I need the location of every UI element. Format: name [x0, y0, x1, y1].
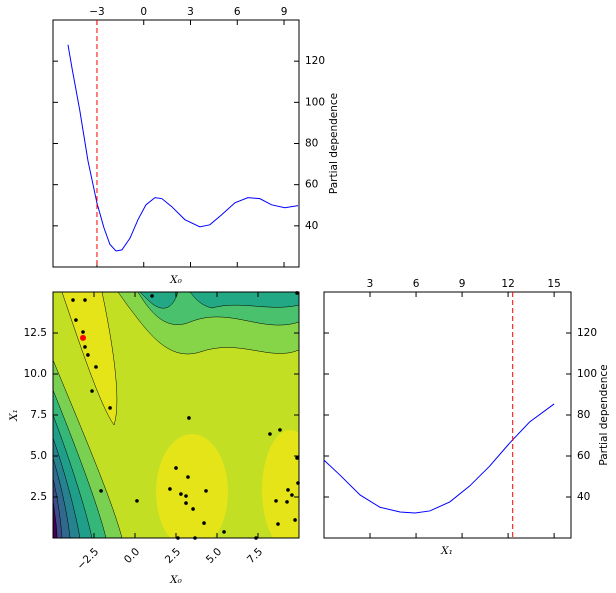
sample-point — [71, 298, 75, 302]
sample-point — [184, 494, 188, 498]
x-axis-label: X₀ — [169, 274, 182, 286]
x-tick-label: 9 — [459, 278, 466, 290]
y-tick-label: 7.5 — [30, 409, 47, 421]
pd-line — [67, 44, 299, 252]
x-tick-label: 3 — [187, 6, 194, 18]
sample-point — [81, 330, 85, 334]
sample-point — [179, 492, 183, 496]
y-tick-label: 80 — [305, 138, 318, 150]
x-tick-label: 6 — [413, 278, 420, 290]
sample-point — [293, 518, 297, 522]
sample-point — [108, 406, 112, 410]
sample-point — [168, 487, 172, 491]
y-tick-label: 60 — [577, 450, 590, 462]
x-tick-label: 9 — [281, 6, 288, 18]
sample-point — [193, 536, 197, 540]
sample-point — [191, 507, 195, 511]
x-tick-label: −2.5 — [75, 546, 102, 573]
x-tick-label: −3 — [89, 6, 104, 18]
sample-point — [286, 488, 290, 492]
y-tick-label: 120 — [305, 55, 325, 67]
sample-point — [83, 345, 87, 349]
x-tick-label: 0 — [140, 6, 147, 18]
y-axis-label: X₁ — [8, 409, 20, 422]
sample-point — [278, 428, 282, 432]
y-tick-label: 40 — [305, 220, 318, 232]
x-tick-label: 7.5 — [245, 546, 265, 566]
sample-point — [295, 456, 299, 460]
y-tick-label: 120 — [577, 327, 597, 339]
sample-point — [296, 481, 300, 485]
y-tick-label: 2.5 — [30, 491, 47, 503]
sample-point — [86, 353, 90, 357]
sample-point — [135, 499, 139, 503]
y-axis-label: Partial dependence — [598, 364, 610, 465]
sample-point — [90, 389, 94, 393]
y-tick-label: 40 — [577, 491, 590, 503]
sample-point — [74, 318, 78, 322]
y-tick-label: 5.0 — [30, 450, 47, 462]
sample-point — [174, 466, 178, 470]
y-tick-label: 60 — [305, 179, 318, 191]
sample-point — [184, 501, 188, 505]
x-tick-label: 15 — [547, 278, 560, 290]
axes-frame — [323, 291, 572, 539]
pd-line — [323, 403, 555, 514]
x-tick-label: 2.5 — [163, 546, 183, 566]
y-tick-label: 100 — [305, 96, 325, 108]
sample-point — [274, 499, 278, 503]
axes-frame — [52, 19, 300, 268]
sample-point — [202, 521, 206, 525]
x-tick-label: 3 — [367, 278, 374, 290]
sample-point — [254, 536, 258, 540]
sample-point — [83, 298, 87, 302]
sample-point — [285, 500, 289, 504]
sample-point — [80, 334, 87, 341]
sample-point — [187, 416, 191, 420]
sample-point — [295, 291, 299, 295]
x-tick-label: 5.0 — [204, 546, 224, 566]
y-tick-label: 80 — [577, 409, 590, 421]
x-axis-label: X₀ — [169, 574, 182, 586]
sample-point — [150, 294, 154, 298]
sample-point — [186, 475, 190, 479]
y-axis-label: Partial dependence — [328, 93, 340, 194]
sample-point — [268, 432, 272, 436]
sample-point — [94, 365, 98, 369]
x-axis-label: X₁ — [440, 545, 453, 557]
sample-point — [204, 489, 208, 493]
contour-fill — [53, 292, 299, 538]
y-tick-label: 12.5 — [24, 327, 47, 339]
x-tick-label: 0.0 — [122, 546, 142, 566]
x-tick-label: 12 — [501, 278, 514, 290]
y-tick-label: 10.0 — [24, 368, 47, 380]
sample-point — [276, 522, 280, 526]
sample-point — [290, 493, 294, 497]
sample-point — [176, 536, 180, 540]
sample-point — [222, 530, 226, 534]
sample-point — [99, 489, 103, 493]
x-tick-label: 6 — [234, 6, 241, 18]
y-tick-label: 100 — [577, 368, 597, 380]
